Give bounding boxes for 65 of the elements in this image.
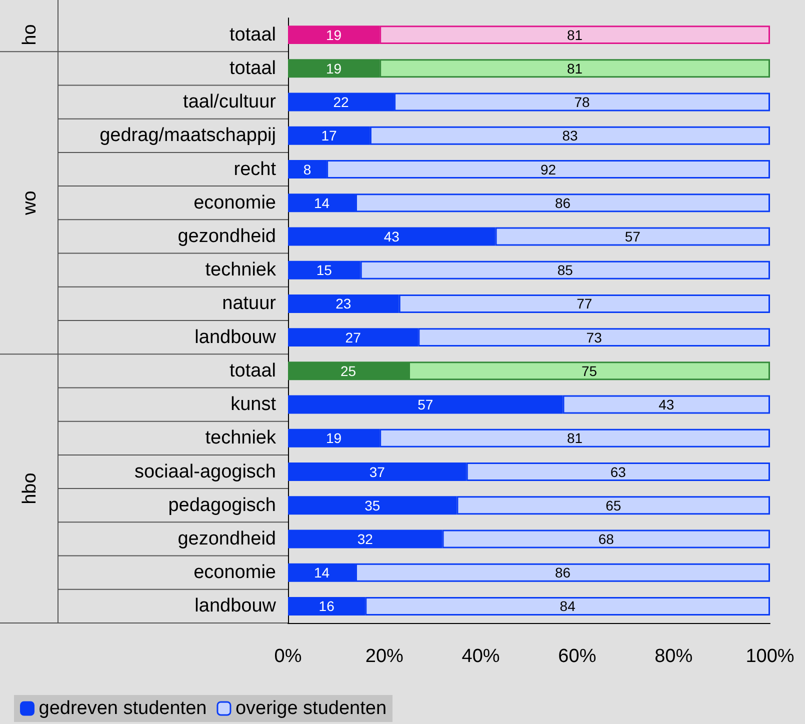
y-tick-label: landbouw bbox=[194, 326, 276, 348]
data-label: 37 bbox=[369, 464, 386, 480]
data-label: 86 bbox=[554, 194, 571, 211]
x-tick-label: 60% bbox=[558, 646, 596, 667]
data-label: 32 bbox=[357, 530, 374, 547]
data-label: 92 bbox=[540, 161, 556, 178]
data-label: 81 bbox=[567, 430, 583, 446]
text: hbo bbox=[20, 472, 40, 504]
data-label: 8 bbox=[303, 161, 312, 178]
y-tick-label: totaal bbox=[230, 24, 276, 46]
legend-label: gedreven studenten bbox=[38, 698, 207, 719]
data-label: 57 bbox=[624, 228, 641, 244]
data-label: 17 bbox=[321, 128, 337, 144]
y-tick-label: sociaal-agogisch bbox=[134, 461, 276, 482]
text: wo bbox=[20, 190, 40, 216]
y-tick-label: recht bbox=[234, 158, 277, 180]
data-label: 43 bbox=[384, 228, 400, 244]
y-tick-label: totaal bbox=[230, 360, 276, 382]
y-tick-label: techniek bbox=[205, 260, 276, 281]
data-label: 75 bbox=[581, 362, 598, 379]
data-label: 23 bbox=[336, 296, 352, 312]
y-tick-label: totaal bbox=[230, 58, 276, 79]
data-label: 78 bbox=[574, 94, 590, 110]
text: ho bbox=[20, 24, 40, 46]
data-label: 81 bbox=[567, 60, 583, 76]
data-label: 35 bbox=[364, 497, 380, 514]
data-label: 77 bbox=[576, 296, 592, 312]
data-label: 14 bbox=[314, 564, 330, 581]
y-tick-label: taal/cultuur bbox=[183, 92, 277, 113]
y-tick-label: economie bbox=[194, 562, 276, 584]
data-label: 68 bbox=[598, 530, 614, 547]
data-label: 73 bbox=[586, 329, 602, 346]
data-label: 19 bbox=[326, 430, 342, 446]
y-tick-label: kunst bbox=[230, 394, 277, 416]
x-tick-label: 40% bbox=[462, 646, 500, 667]
data-label: 43 bbox=[658, 396, 674, 413]
y-tick-label: landbouw bbox=[194, 596, 276, 617]
data-label: 85 bbox=[557, 262, 574, 278]
data-label: 65 bbox=[606, 497, 622, 514]
data-label: 15 bbox=[316, 262, 332, 278]
y-tick-label: natuur bbox=[222, 293, 277, 314]
data-label: 83 bbox=[562, 128, 578, 144]
x-tick-label: 0% bbox=[274, 646, 302, 667]
data-label: 22 bbox=[333, 94, 350, 110]
data-label: 27 bbox=[345, 329, 362, 346]
y-tick-label: economie bbox=[194, 192, 276, 214]
x-tick-label: 100% bbox=[746, 646, 794, 667]
y-tick-label: gezondheid bbox=[178, 528, 276, 550]
data-label: 19 bbox=[326, 60, 342, 76]
y-tick-label: gezondheid bbox=[178, 226, 276, 247]
data-label: 14 bbox=[314, 194, 330, 211]
y-tick-label: pedagogisch bbox=[168, 494, 276, 516]
data-label: 19 bbox=[326, 26, 342, 43]
legend-label: overige studenten bbox=[235, 698, 387, 719]
data-label: 57 bbox=[418, 396, 434, 413]
data-label: 81 bbox=[567, 26, 583, 43]
data-label: 84 bbox=[560, 598, 576, 614]
data-label: 16 bbox=[318, 598, 335, 614]
x-tick-label: 80% bbox=[654, 646, 693, 667]
data-label: 63 bbox=[610, 464, 626, 480]
y-tick-label: techniek bbox=[205, 428, 276, 449]
data-label: 25 bbox=[340, 362, 356, 379]
y-tick-label: gedrag/maatschappij bbox=[100, 125, 276, 146]
x-tick-label: 20% bbox=[365, 646, 404, 667]
data-label: 86 bbox=[554, 564, 571, 581]
